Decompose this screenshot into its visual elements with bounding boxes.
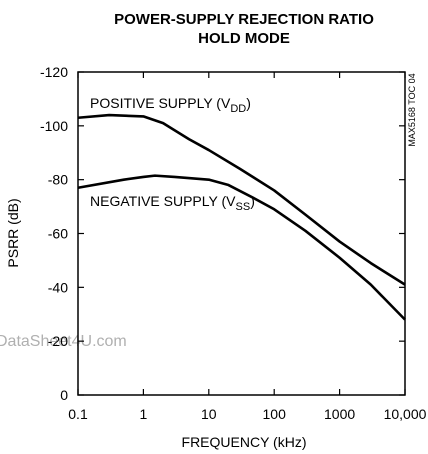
annotation-subscript: SS (236, 201, 251, 213)
x-axis-label: FREQUENCY (kHz) (182, 434, 307, 450)
y-tick-label: -40 (48, 279, 68, 295)
x-tick-label: 10 (201, 406, 217, 422)
x-tick-label: 0.1 (68, 406, 88, 422)
y-tick-label: -120 (40, 64, 68, 80)
y-tick-label: -80 (48, 172, 68, 188)
x-tick-label: 1000 (324, 406, 355, 422)
plot-frame (77, 71, 406, 396)
x-tick-label: 100 (263, 406, 287, 422)
annotation: NEGATIVE SUPPLY (VSS) (90, 193, 255, 213)
annotation: POSITIVE SUPPLY (VDD) (90, 95, 251, 115)
annotation-suffix: ) (246, 95, 251, 111)
annotation-suffix: ) (250, 193, 255, 209)
chart-title: POWER-SUPPLY REJECTION RATIO (114, 11, 374, 28)
y-tick-label: -60 (48, 226, 68, 242)
chart-title: HOLD MODE (198, 30, 290, 47)
x-tick-label: 1 (140, 406, 148, 422)
data-line (77, 113, 406, 286)
x-tick-label: 10,000 (384, 406, 427, 422)
y-axis-label: PSRR (dB) (5, 198, 21, 267)
y-tick-label: 0 (60, 387, 68, 403)
y-tick-label: -100 (40, 118, 68, 134)
y-tick-label: -20 (48, 333, 68, 349)
annotation-subscript: DD (230, 103, 246, 115)
watermark: DataSheet4U.com (0, 333, 127, 350)
data-line (77, 174, 406, 321)
side-note: MAX5168 TOC 04 (407, 73, 417, 146)
annotation-text: NEGATIVE SUPPLY (V (90, 193, 236, 209)
annotation-text: POSITIVE SUPPLY (V (90, 95, 231, 111)
